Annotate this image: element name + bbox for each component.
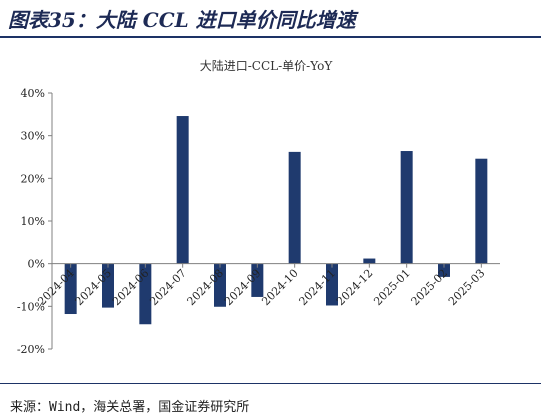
y-tick-label: 30% <box>21 130 45 143</box>
bar-2025-02 <box>438 263 450 277</box>
y-tick-label: 40% <box>21 87 45 100</box>
bar-2024-08 <box>214 263 226 307</box>
figure-header: 图表35：大陆 CCL 进口单价同比增速 <box>0 0 541 40</box>
y-axis: -20% -10% 0% 10% 20% 30% 40% <box>17 87 53 356</box>
bar-2024-10 <box>288 151 301 264</box>
y-tick-label: 20% <box>21 172 45 185</box>
y-tick-label: -10% <box>17 300 45 313</box>
bar-2025-03 <box>475 158 488 264</box>
y-tick-label: -20% <box>17 343 45 356</box>
y-tick-label: 0% <box>28 258 45 271</box>
footer-rule <box>0 383 541 384</box>
bar-2024-09 <box>251 263 264 297</box>
bar-2024-07 <box>176 116 189 264</box>
chart-area: 大陆进口-CCL-单价-YoY -20% -10% 0% 10% 20% 30% 40% 2… <box>0 40 541 380</box>
bar-2024-04 <box>64 263 77 315</box>
x-tick-label: 2024-10 <box>259 267 301 309</box>
bar-chart: 大陆进口-CCL-单价-YoY -20% -10% 0% 10% 20% 30% 40% 2… <box>17 58 500 356</box>
x-tick-label: 2024-07 <box>147 267 189 309</box>
source-note: 来源：Wind，海关总署，国金证券研究所 <box>10 400 250 415</box>
chart-title: 大陆进口-CCL-单价-YoY <box>200 58 334 73</box>
x-tick-label: 2025-03 <box>446 267 488 309</box>
bars <box>64 116 488 325</box>
bar-2024-12 <box>363 258 376 264</box>
x-tick-label: 2025-02 <box>409 267 451 309</box>
bar-2024-05 <box>102 263 114 308</box>
bar-2024-11 <box>326 263 338 306</box>
bar-2024-06 <box>139 263 152 325</box>
x-tick-label: 2024-12 <box>334 267 376 309</box>
bar-2025-01 <box>400 151 413 264</box>
y-tick-label: 10% <box>21 215 45 228</box>
figure-title: 图表35：大陆 CCL 进口单价同比增速 <box>8 8 356 32</box>
x-tick-label: 2025-01 <box>371 267 413 309</box>
header-rule <box>0 36 541 38</box>
